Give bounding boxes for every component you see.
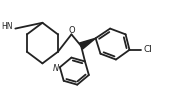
Polygon shape [80, 38, 96, 49]
Text: Cl: Cl [143, 45, 152, 54]
Text: N: N [53, 64, 59, 73]
Text: O: O [69, 26, 75, 35]
Text: HN: HN [1, 22, 12, 31]
